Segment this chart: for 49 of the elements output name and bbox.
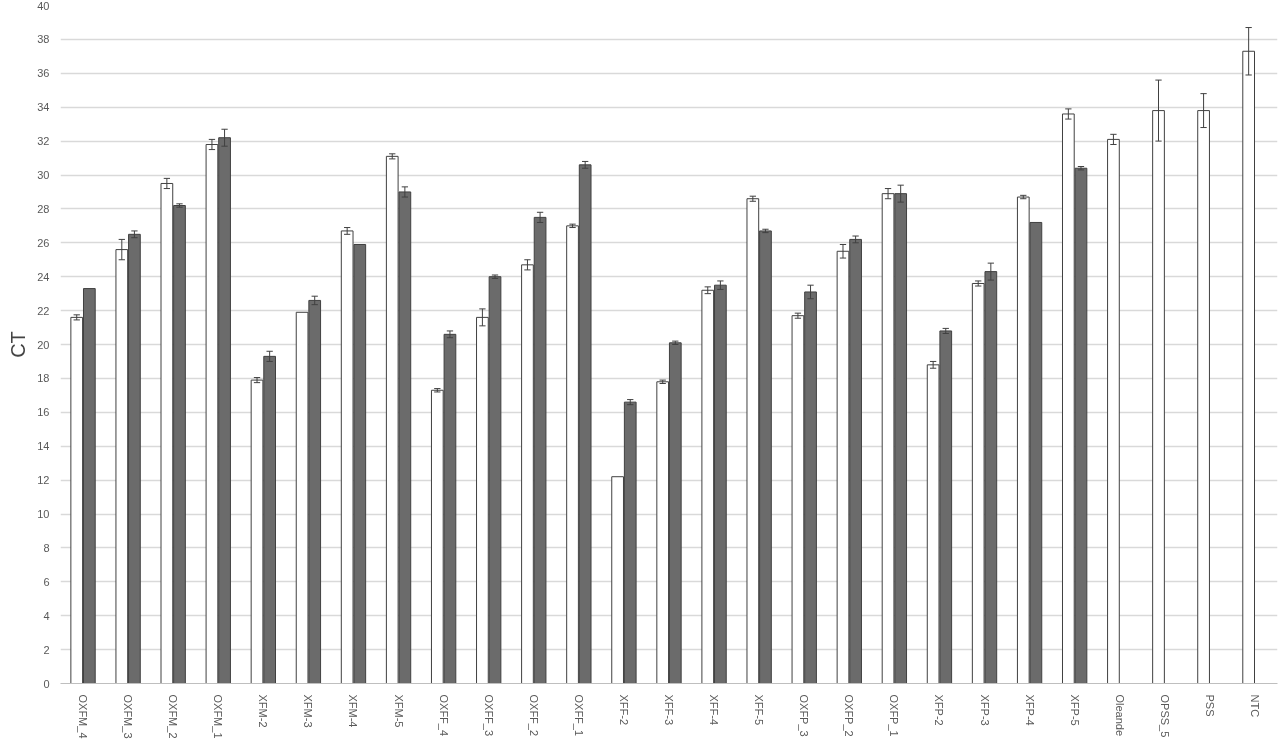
- x-tick-label: OXFM_2: [167, 694, 180, 739]
- x-tick-label: XFF-2: [617, 694, 630, 726]
- x-tick-label: XFM-2: [257, 694, 270, 728]
- x-tick-label: OPSS_5: [1158, 694, 1171, 738]
- x-tick-label: XFM-3: [302, 694, 315, 728]
- x-tick-label: OXFP_1: [888, 694, 901, 737]
- x-tick-label: OXFP_3: [798, 694, 811, 737]
- x-tick-label: XFM-5: [392, 694, 405, 728]
- x-tick-label: XFM-4: [347, 694, 360, 728]
- y-tick-label: 34: [37, 101, 50, 114]
- y-tick-label: 36: [37, 67, 50, 80]
- x-tick-label: XFP-5: [1068, 694, 1081, 726]
- y-tick-label: 14: [37, 440, 50, 453]
- x-tick-label: OXFP_2: [843, 694, 856, 737]
- y-tick-label: 8: [43, 541, 50, 554]
- y-tick-label: 12: [37, 474, 50, 487]
- y-tick-label: 2: [43, 643, 50, 656]
- x-tick-label: XFP-4: [1023, 694, 1036, 726]
- y-tick-label: 4: [43, 609, 50, 622]
- x-tick-label: XFP-2: [933, 694, 946, 726]
- y-tick-label: 6: [43, 575, 50, 588]
- y-axis-title: CT: [7, 331, 30, 358]
- y-tick-label: 30: [37, 169, 50, 181]
- x-tick-label: OXFF_2: [527, 694, 540, 737]
- x-tick-label: OXFF_1: [572, 694, 585, 737]
- y-tick-label: 32: [37, 135, 50, 148]
- x-tick-label: OXFF_4: [437, 694, 450, 737]
- y-tick-label: 0: [43, 677, 50, 690]
- x-tick-label: OXFM_1: [212, 694, 225, 739]
- x-tick-label: PSS: [1203, 694, 1216, 717]
- y-tick-label: 20: [37, 338, 50, 351]
- x-tick-label: XFF-5: [753, 694, 766, 726]
- x-tick-label: OXFM_3: [122, 694, 135, 739]
- x-tick-label: XFP-3: [978, 694, 991, 726]
- x-tick-label: OXFF_3: [482, 694, 495, 737]
- y-tick-label: 28: [37, 202, 50, 215]
- x-tick-label: NTC: [1248, 694, 1261, 718]
- y-tick-label: 16: [37, 406, 50, 419]
- x-tick-label: XFF-4: [708, 694, 721, 726]
- y-tick-label: 18: [37, 372, 50, 385]
- x-tick-label: OXFM_4: [77, 694, 90, 739]
- y-tick-label: 26: [37, 236, 50, 249]
- x-tick-label: XFF-3: [663, 694, 675, 726]
- y-tick-label: 40: [37, 0, 50, 12]
- y-tick-label: 24: [37, 270, 50, 283]
- y-tick-label: 22: [37, 304, 50, 317]
- y-tick-label: 38: [37, 33, 50, 46]
- x-tick-label: Oleande: [1113, 694, 1126, 737]
- y-tick-label: 10: [37, 508, 50, 520]
